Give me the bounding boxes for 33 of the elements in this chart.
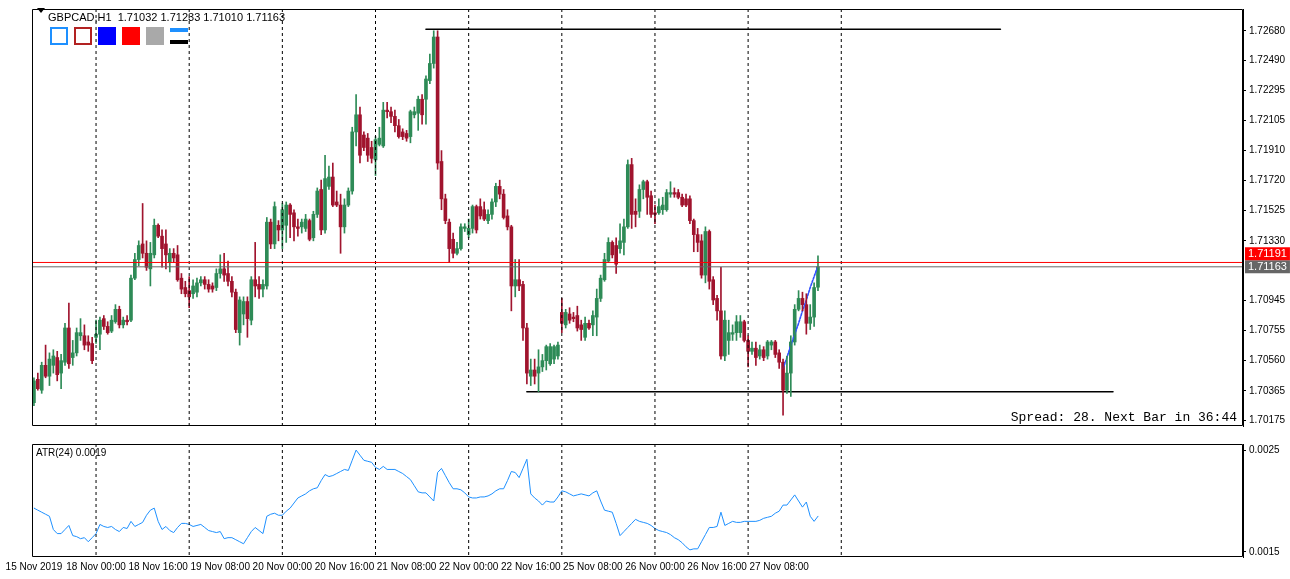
y-tick-label: 1.70175: [1249, 414, 1286, 426]
x-tick-label: 26 Nov 00:00: [625, 560, 686, 572]
x-tick-label: 15 Nov 2019: [5, 560, 63, 572]
y-tick-label: 1.71910: [1249, 144, 1286, 156]
y-tick-label: 1.72680: [1249, 24, 1286, 36]
y-tick-label: 1.71330: [1249, 234, 1286, 246]
chart-title: ATR(24) 0.0019: [36, 447, 107, 458]
y-tick-label: 1.72295: [1249, 84, 1286, 96]
x-tick-label: 21 Nov 08:00: [376, 560, 437, 572]
annotation: Spread: 28. Next Bar in 36:44: [1010, 409, 1238, 425]
y-tick-label: 1.71525: [1249, 204, 1286, 216]
ref-line-label: 1.71191: [1248, 247, 1287, 260]
y-tick-label: 1.70365: [1249, 384, 1286, 396]
y-tick-label: 1.71720: [1249, 173, 1286, 185]
x-tick-label: 22 Nov 16:00: [501, 560, 561, 572]
x-tick-label: 27 Nov 08:00: [749, 560, 810, 572]
y-tick-label: 0.0015: [1249, 545, 1281, 557]
y-tick-label: 1.72490: [1249, 54, 1286, 66]
ref-line-label: 1.71163: [1248, 260, 1287, 273]
x-tick-label: 19 Nov 08:00: [190, 560, 251, 572]
chart-title: GBPCAD,H1 1.71032 1.71233 1.71010 1.71163: [48, 11, 286, 23]
y-tick-label: 0.0025: [1249, 443, 1281, 455]
y-tick-label: 1.70560: [1249, 354, 1286, 366]
y-tick-label: 1.72105: [1249, 114, 1286, 125]
y-tick-label: 1.70945: [1249, 294, 1286, 306]
x-tick-label: 20 Nov 00:00: [252, 560, 313, 572]
x-tick-label: 25 Nov 08:00: [563, 560, 624, 572]
x-tick-label: 18 Nov 00:00: [66, 560, 127, 572]
x-tick-label: 26 Nov 16:00: [687, 560, 748, 572]
x-tick-label: 18 Nov 16:00: [128, 560, 189, 572]
x-tick-label: 22 Nov 00:00: [438, 560, 499, 572]
x-tick-label: 20 Nov 16:00: [314, 560, 375, 572]
y-tick-label: 1.70755: [1249, 324, 1286, 336]
